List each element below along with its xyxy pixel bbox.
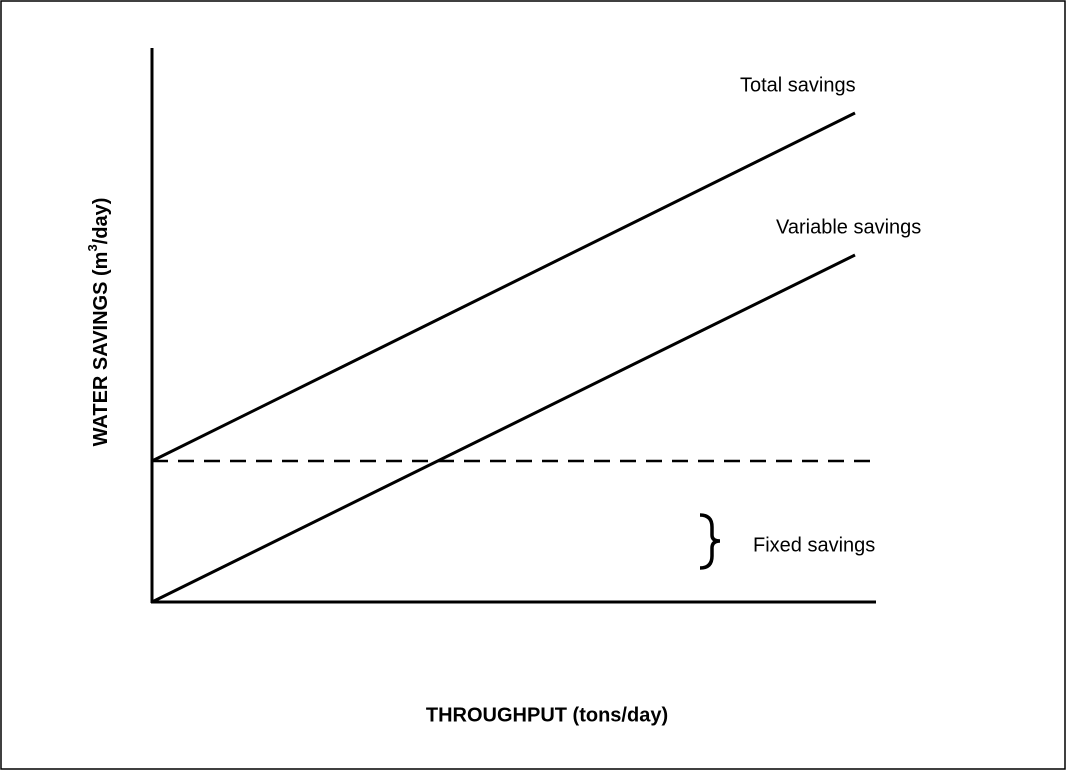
y-label-part: WATER SAVINGS (m bbox=[90, 252, 112, 447]
y-axis-label: WATER SAVINGS (m3/day) bbox=[85, 198, 112, 447]
x-axis-label: THROUGHPUT (tons/day) bbox=[426, 704, 668, 726]
y-label-superscript: 3 bbox=[85, 244, 100, 251]
brace bbox=[699, 513, 721, 570]
variable-savings-line bbox=[151, 253, 856, 604]
total-label: Total savings bbox=[740, 74, 856, 96]
variable-label: Variable savings bbox=[776, 216, 921, 238]
fixed-label: Fixed savings bbox=[753, 534, 875, 556]
y-label-part: /day) bbox=[90, 198, 112, 245]
total-savings-line bbox=[151, 111, 856, 463]
